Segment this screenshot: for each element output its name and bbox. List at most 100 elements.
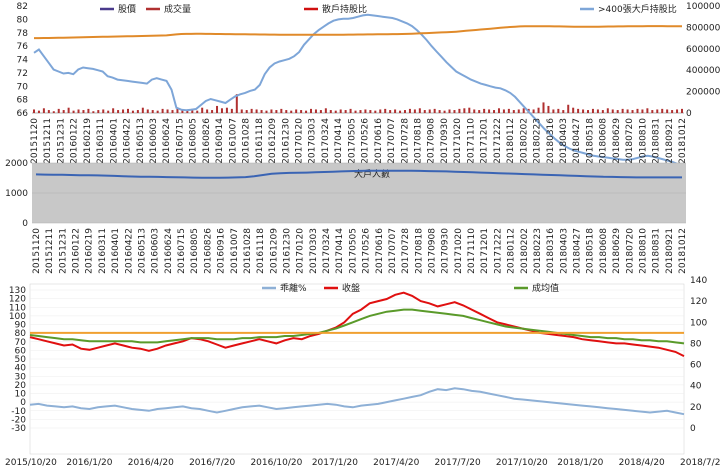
panel2-x-tick-43: 20180608	[599, 228, 609, 274]
panel2-line-series-0	[35, 169, 682, 179]
panel3-x-tick-4: 2016/10/20	[250, 458, 302, 468]
panel1-line-series-3	[33, 13, 683, 168]
panel3-left-tick-0: 130	[9, 286, 26, 296]
panel1-x-tick-23: 20170414	[334, 118, 344, 164]
panel1-x-tick-49: 20181012	[678, 118, 688, 164]
panel1-right-tick-3: 400000	[686, 66, 720, 76]
panel1-volume-bar-31	[186, 110, 189, 113]
panel1-volume-bar-87	[463, 108, 466, 113]
panel1-x-tick-26: 20170616	[374, 118, 384, 164]
panel2-x-tick-41: 20180427	[573, 228, 583, 274]
panel1-volume-bar-33	[196, 110, 199, 113]
panel1-volume-bar-94	[497, 108, 500, 113]
panel1-volume-bar-83	[443, 110, 446, 113]
panel2-tick-2: 0	[22, 219, 28, 229]
panel1-x-tick-44: 20180629	[612, 118, 622, 164]
panel1-x-tick-11: 20160715	[175, 118, 185, 164]
panel2-x-tick-39: 20180316	[546, 228, 556, 274]
panel3-x-tick-1: 2016/1/20	[66, 458, 112, 468]
panel2-tick-1: 1000	[5, 189, 28, 199]
panel1-volume-bar-113	[591, 108, 594, 113]
panel3-line-series-0	[29, 387, 685, 416]
panel1-volume-bar-23	[146, 109, 149, 113]
panel1-left-tick-4: 74	[17, 56, 29, 66]
panel1-volume-bar-129	[671, 110, 674, 113]
panel3-left-tick-11: 20	[15, 381, 27, 391]
panel-price: 乖離%收盤成均值3年成本 130120110100908070605040302…	[5, 276, 720, 468]
panel1-right-tick-5: 0	[686, 109, 692, 119]
panel1-x-axis: 20151120 20151211 20151231 20160122 20160219…	[30, 118, 688, 164]
panel1-x-tick-39: 20180316	[546, 118, 556, 164]
panel1-volume-bar-80	[428, 109, 431, 113]
panel1-x-tick-2: 20151231	[56, 118, 66, 164]
panel1-volume-bar-48	[270, 109, 273, 113]
panel3-left-tick-13: 0	[20, 398, 26, 408]
panel1-x-tick-6: 20160401	[109, 118, 119, 164]
panel3-left-tick-3: 100	[9, 312, 26, 322]
panel1-volume-bar-49	[275, 110, 278, 113]
panel1-volume-bar-35	[206, 109, 209, 113]
panel1-volume-bar-34	[201, 107, 204, 113]
panel1-volume-bar-39	[225, 107, 228, 113]
panel1-x-tick-46: 20180810	[638, 118, 648, 164]
panel1-x-tick-47: 20180831	[652, 118, 662, 164]
panel1-volume-bar-60	[329, 110, 332, 113]
panel1-volume-bar-36	[211, 110, 214, 113]
panel1-x-tick-37: 20180202	[519, 118, 529, 164]
panel1-x-tick-10: 20160624	[162, 118, 172, 164]
panel1-volume-bar-86	[458, 108, 461, 113]
panel2-x-tick-28: 20170728	[401, 228, 411, 274]
panel1-x-tick-20: 20170120	[294, 118, 304, 164]
panel1-volume-bar-109	[572, 107, 575, 113]
panel1-left-tick-8: 66	[17, 109, 29, 119]
panel2-x-tick-10: 20160624	[164, 228, 174, 274]
panel1-right-tick-2: 600000	[686, 45, 720, 55]
panel1-x-tick-48: 20180921	[665, 118, 675, 164]
panel1-volume-bar-91	[483, 108, 486, 113]
panel1-x-tick-19: 20161230	[281, 118, 291, 164]
panel1-volume-bar-6	[62, 110, 65, 113]
panel2-x-axis: 20151120 20151211 20151231 20160122 20160219…	[32, 228, 688, 274]
panel2-series-lines	[35, 169, 682, 179]
panel1-x-tick-8: 20160513	[136, 118, 146, 164]
panel1-left-tick-2: 78	[17, 29, 29, 39]
panel2-x-tick-26: 20170616	[375, 228, 385, 274]
panel3-left-tick-2: 110	[9, 303, 26, 313]
panel1-x-tick-32: 20171020	[453, 118, 463, 164]
panel1-left-axis: 82 80 78 76 74 72 70 68 66	[17, 2, 29, 119]
panel1-volume-bar-115	[601, 110, 604, 113]
panel2-x-tick-45: 20180720	[625, 228, 635, 274]
panel1-left-tick-6: 70	[17, 82, 29, 92]
panel1-x-tick-5: 20160311	[96, 118, 106, 164]
panel1-volume-bar-69	[374, 110, 377, 113]
panel1-series-lines	[33, 13, 683, 168]
panel1-x-tick-1: 20151211	[43, 118, 53, 164]
panel1-volume-bar-57	[314, 109, 317, 113]
panel1-volume-bar-102	[537, 107, 540, 113]
panel1-volume-bar-98	[517, 109, 520, 113]
panel3-right-tick-7: 0	[690, 424, 696, 434]
panel1-volume-bar-66	[359, 110, 362, 113]
panel2-x-tick-14: 20160916	[217, 228, 227, 274]
panel2-x-tick-22: 20170324	[322, 228, 332, 274]
panel1-x-tick-16: 20161028	[242, 118, 252, 164]
panel1-volume-bar-106	[557, 108, 560, 113]
panel1-volume-bar-30	[181, 109, 184, 113]
panel2-x-tick-16: 20161028	[243, 228, 253, 274]
panel3-left-tick-12: 10	[15, 390, 27, 400]
panel3-right-tick-3: 80	[690, 339, 702, 349]
panel2-x-tick-27: 20170707	[388, 228, 398, 274]
panel2-gridlines	[32, 162, 686, 224]
panel1-volume-bar-59	[324, 108, 327, 113]
panel2-x-tick-23: 20170414	[335, 228, 345, 274]
panel1-x-tick-3: 20160122	[70, 118, 80, 164]
panel1-volume-bar-3	[47, 110, 50, 113]
panel1-legend-label-2: 散戶持股比	[322, 3, 367, 15]
panel3-x-tick-5: 2017/1/20	[312, 458, 358, 468]
panel1-volume-bar-88	[468, 107, 471, 113]
panel2-y-axis: 2000 1000 0	[5, 159, 28, 229]
panel1-volume-bar-41	[235, 94, 238, 113]
panel1-volume-bar-55	[305, 110, 308, 113]
